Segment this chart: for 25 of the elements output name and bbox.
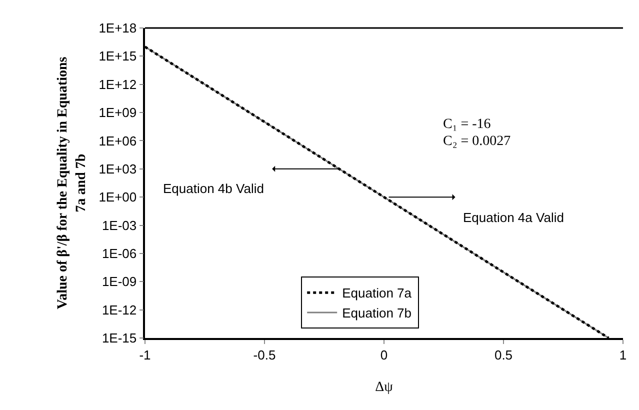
y-tick-label: 1E+12: [98, 76, 137, 92]
y-axis-title: Value of β'/β for the Equality in Equations 7a and 7b: [56, 56, 89, 310]
x-tick-label: 0.5: [494, 347, 513, 362]
y-tick-label: 1E+00: [98, 190, 137, 205]
y-tick-label: 1E+06: [98, 133, 137, 148]
y-tick-label: 1E+18: [98, 20, 137, 36]
annotation: C₁ = -16: [443, 117, 491, 132]
x-tick-label: 1: [619, 347, 627, 362]
x-tick-label: 0: [380, 347, 388, 362]
y-tick-label: 1E-15: [102, 330, 137, 346]
y-tick-label: 1E-06: [102, 246, 137, 261]
annotation: Equation 4b Valid: [163, 181, 264, 196]
y-tick-label: 1E+15: [98, 48, 137, 64]
x-tick-label: -0.5: [253, 347, 276, 362]
y-tick-label: 1E+03: [98, 161, 137, 176]
annotation: Equation 4a Valid: [463, 210, 564, 225]
x-tick-label: -1: [139, 347, 151, 362]
y-tick-label: 1E-09: [102, 274, 137, 290]
y-tick-label: 1E+09: [98, 105, 137, 120]
y-tick-label: 1E-03: [102, 218, 137, 233]
legend-label: Equation 7a: [342, 286, 412, 301]
x-axis-title: Δψ: [375, 380, 394, 396]
legend-label: Equation 7b: [342, 306, 412, 321]
y-tick-label: 1E-12: [102, 302, 137, 318]
annotation: C₂ = 0.0027: [443, 134, 511, 149]
